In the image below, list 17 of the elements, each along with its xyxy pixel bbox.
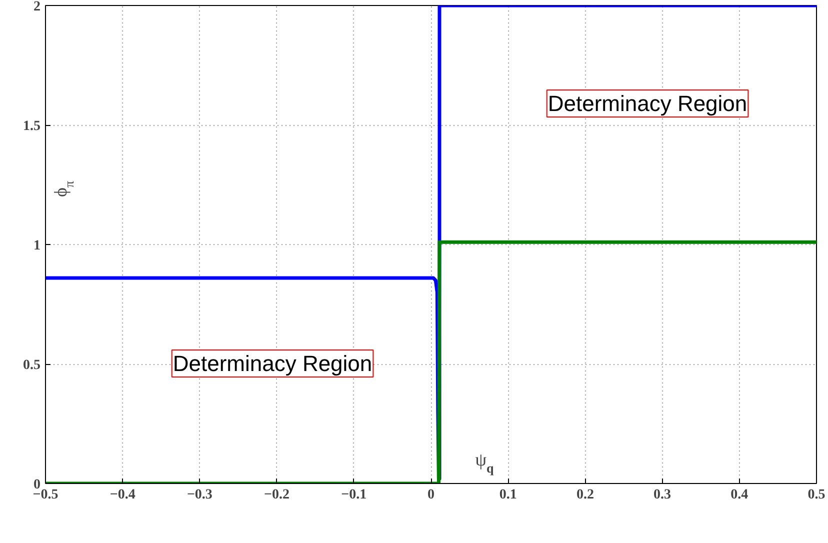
x-tick-label: 0.5 — [808, 488, 826, 502]
x-tick-label: 0.2 — [576, 488, 594, 502]
y-axis-title: ϕπ — [50, 180, 76, 197]
annotation: Determinacy Region — [172, 351, 372, 376]
x-tick-label: 0.4 — [730, 488, 748, 502]
x-tick-label: 0.3 — [654, 488, 672, 502]
x-tick-label: −0.2 — [264, 488, 290, 502]
annotation: Determinacy Region — [548, 91, 748, 116]
x-tick-label: 0 — [428, 488, 434, 502]
x-tick-label: 0.1 — [499, 488, 517, 502]
x-tick-label: −0.1 — [341, 488, 367, 502]
y-tick-label: 1.5 — [23, 119, 40, 134]
x-tick-label: −0.3 — [186, 488, 212, 502]
x-tick-label: −0.4 — [110, 488, 136, 502]
y-tick-label: 2 — [34, 0, 40, 14]
y-tick-label: 1 — [34, 238, 40, 254]
y-tick-label: 0.5 — [23, 358, 40, 373]
